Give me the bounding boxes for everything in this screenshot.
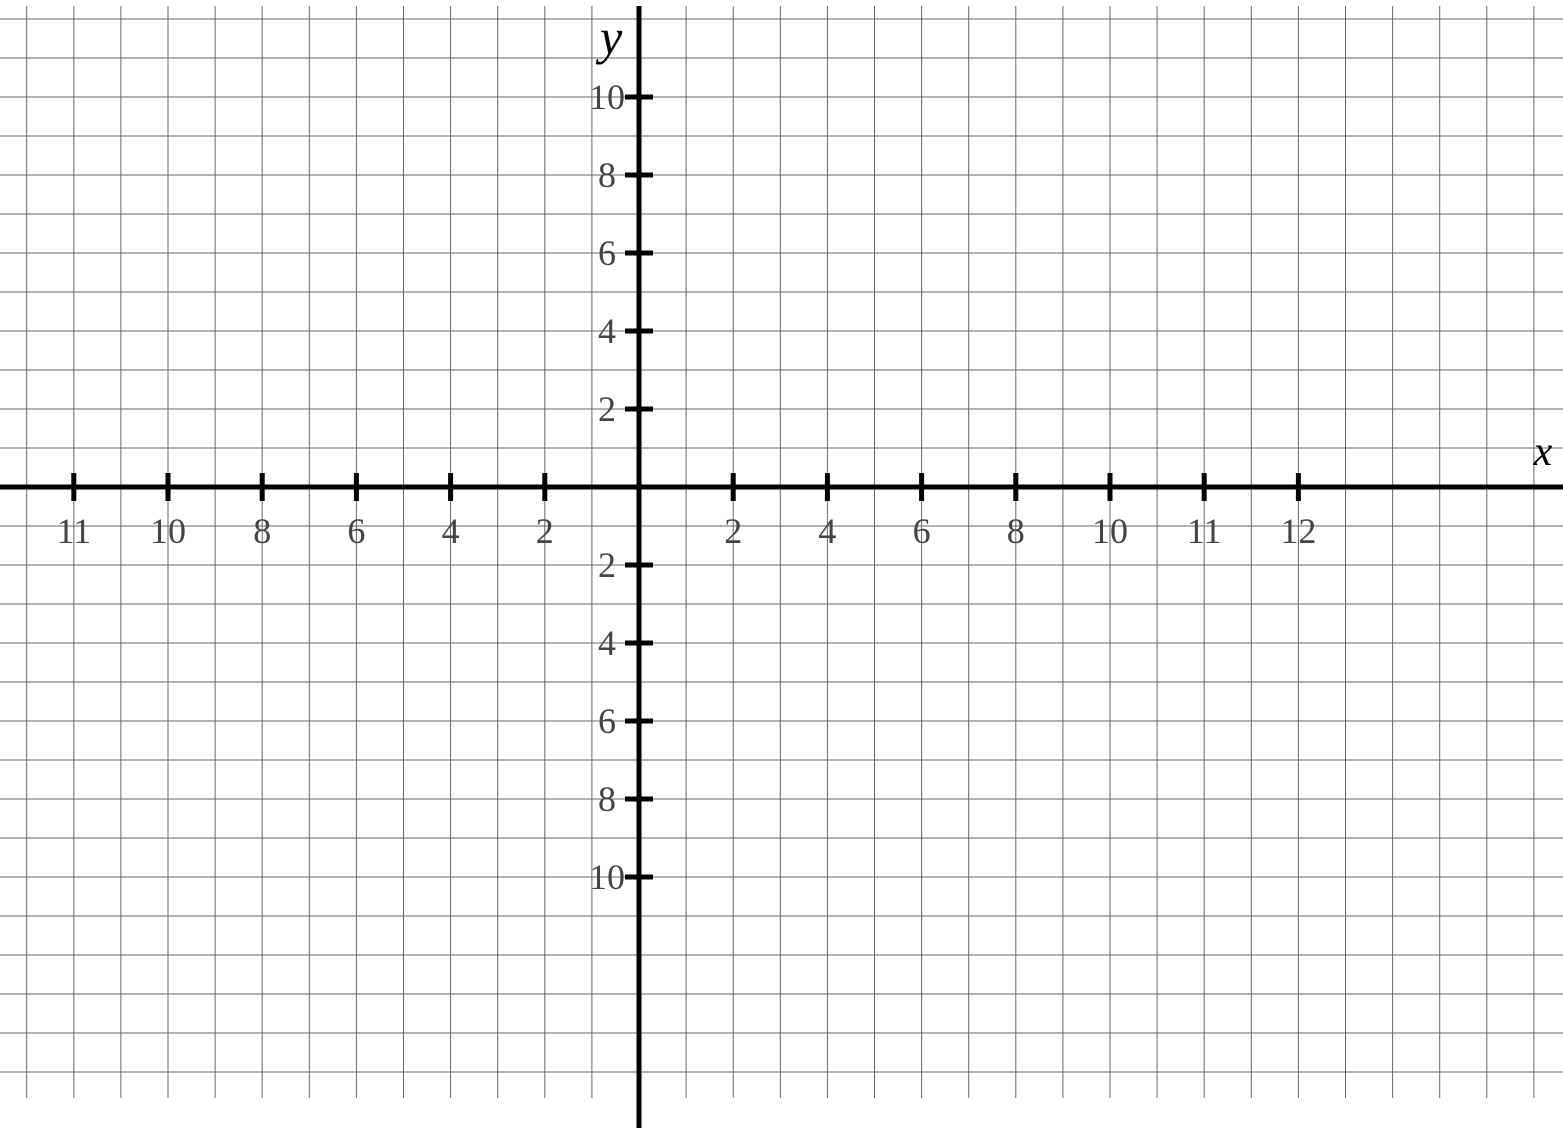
y-axis-label: y xyxy=(600,8,622,66)
x-tick-label: 6 xyxy=(913,510,931,552)
x-tick-label: 10 xyxy=(150,510,186,552)
y-tick-label: 2 xyxy=(598,544,616,586)
coordinate-grid: { "chart": { "type": "coordinate-grid", … xyxy=(0,0,1563,1133)
x-tick-label: 11 xyxy=(1187,510,1222,552)
x-tick-label: 4 xyxy=(442,510,460,552)
y-tick-label: 4 xyxy=(598,310,616,352)
y-tick-label: 8 xyxy=(598,154,616,196)
y-tick-label: 6 xyxy=(598,700,616,742)
x-axis-label: x xyxy=(1534,428,1553,476)
x-tick-label: 2 xyxy=(536,510,554,552)
x-tick-label: 4 xyxy=(818,510,836,552)
y-tick-label: 10 xyxy=(589,76,625,118)
y-tick-label: 6 xyxy=(598,232,616,274)
x-tick-label: 10 xyxy=(1092,510,1128,552)
x-tick-label: 2 xyxy=(724,510,742,552)
x-tick-label: 6 xyxy=(347,510,365,552)
x-tick-label: 8 xyxy=(1007,510,1025,552)
x-tick-label: 11 xyxy=(56,510,91,552)
y-tick-label: 4 xyxy=(598,622,616,664)
y-tick-label: 10 xyxy=(589,856,625,898)
y-tick-label: 2 xyxy=(598,388,616,430)
x-tick-label: 12 xyxy=(1280,510,1316,552)
x-tick-label: 8 xyxy=(253,510,271,552)
y-tick-label: 8 xyxy=(598,778,616,820)
grid-svg xyxy=(0,0,1563,1133)
